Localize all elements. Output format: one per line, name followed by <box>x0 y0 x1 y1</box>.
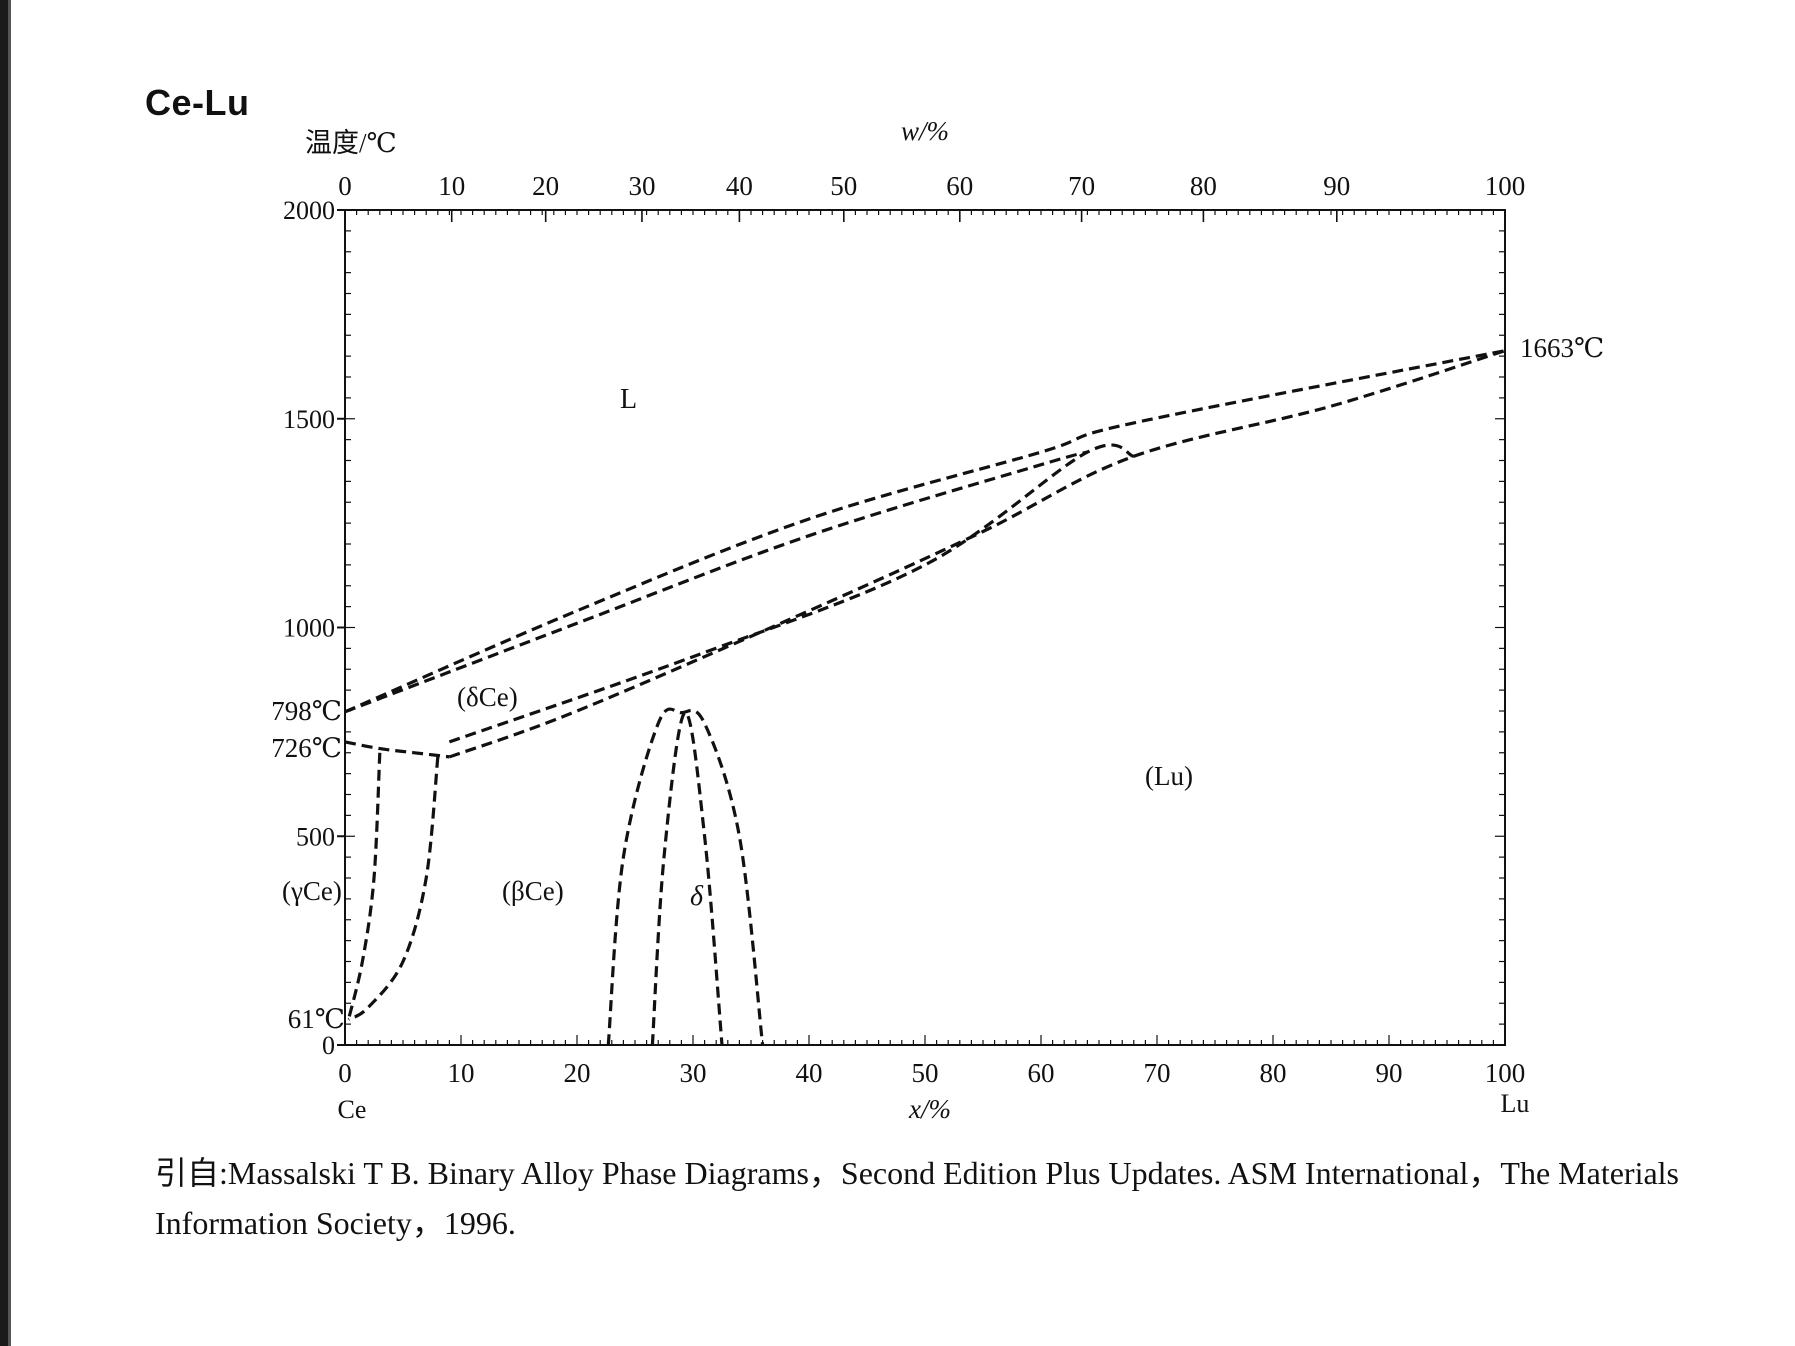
diagram-title: Ce-Lu <box>145 82 250 123</box>
plot-frame <box>344 209 1506 1046</box>
bottom-tick-label: 70 <box>1144 1058 1171 1088</box>
temp-61: 61℃ <box>288 1004 345 1034</box>
top-tick-label: 40 <box>726 171 753 201</box>
bottom-tick-label: 40 <box>796 1058 823 1088</box>
boundary-gammaCe-betaCe-right <box>347 756 440 1021</box>
plot-border <box>344 209 1506 1046</box>
y-tick-label: 2000 <box>283 196 335 225</box>
scan-edge-shadow <box>8 0 11 1346</box>
top-tick-label: 90 <box>1323 171 1350 201</box>
top-tick-label: 100 <box>1485 171 1526 201</box>
top-tick-label: 70 <box>1068 171 1095 201</box>
top-tick-label: 80 <box>1190 171 1217 201</box>
scan-edge <box>0 0 8 1346</box>
phase-label-lu: (Lu) <box>1145 761 1193 791</box>
boundary-deltaCe-Lu-lower <box>448 349 1506 759</box>
phase-label-beta-ce: (βCe) <box>502 876 564 906</box>
top-tick-label: 20 <box>532 171 559 201</box>
y-tick-label: 0 <box>322 1031 335 1060</box>
top-axis-label: w/% <box>901 116 949 146</box>
phase-label-delta-ce: (δCe) <box>457 682 518 712</box>
phase-label-gamma-ce: (γCe) <box>282 876 342 906</box>
boundary-liquidus <box>344 349 1506 714</box>
temp-1663: 1663℃ <box>1520 333 1604 363</box>
temp-726: 726℃ <box>271 733 342 763</box>
left-element-label: Ce <box>338 1095 367 1124</box>
y-tick-label: 1500 <box>283 405 335 434</box>
phase-boundaries <box>344 349 1506 1046</box>
y-tick-label: 500 <box>296 822 335 851</box>
bottom-tick-label: 60 <box>1028 1058 1055 1088</box>
bottom-tick-label: 100 <box>1485 1058 1526 1088</box>
temp-798: 798℃ <box>271 696 342 726</box>
top-tick-label: 10 <box>438 171 465 201</box>
bottom-axis-label: x/% <box>908 1094 951 1124</box>
top-tick-label: 60 <box>946 171 973 201</box>
top-tick-label: 50 <box>830 171 857 201</box>
y-axis-label: 温度/℃ <box>305 128 397 158</box>
bottom-tick-label: 0 <box>338 1058 352 1088</box>
bottom-tick-label: 30 <box>680 1058 707 1088</box>
source-citation: 引自:Massalski T B. Binary Alloy Phase Dia… <box>155 1155 1680 1241</box>
boundary-gammaCe-betaCe-left <box>346 752 382 1020</box>
right-element-label: Lu <box>1501 1089 1530 1118</box>
bottom-tick-label: 10 <box>448 1058 475 1088</box>
bottom-tick-label: 50 <box>912 1058 939 1088</box>
top-tick-label: 0 <box>338 171 352 201</box>
boundary-delta-outer <box>606 707 765 1046</box>
boundary-gammaCe-726 <box>344 740 450 759</box>
y-tick-label: 1000 <box>283 614 335 643</box>
top-tick-label: 30 <box>628 171 655 201</box>
phase-label-delta: δ <box>690 881 704 912</box>
bottom-tick-label: 90 <box>1376 1058 1403 1088</box>
bottom-tick-label: 20 <box>564 1058 591 1088</box>
minor-ticks <box>337 209 1506 1046</box>
boundary-delta-inner <box>650 711 724 1046</box>
boundary-deltaCe-Lu-upper <box>448 443 1135 744</box>
bottom-tick-label: 80 <box>1260 1058 1287 1088</box>
boundary-solidus-deltaCe <box>344 450 1088 714</box>
phase-label-liquid: L <box>620 384 637 415</box>
